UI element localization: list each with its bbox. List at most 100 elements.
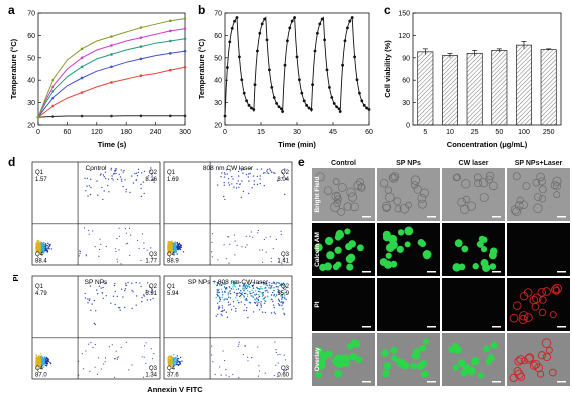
event-dot — [49, 362, 52, 365]
event-dot — [40, 355, 43, 357]
event-dot — [252, 175, 255, 177]
event-dot — [102, 174, 105, 176]
dead-cell — [552, 286, 561, 295]
event-dot — [92, 346, 94, 349]
event-dot — [244, 298, 246, 301]
event-dot — [253, 298, 256, 300]
event-dot — [146, 299, 149, 301]
event-dot — [252, 282, 254, 284]
live-cell — [390, 346, 398, 354]
event-dot — [246, 295, 249, 298]
event-dot — [167, 251, 169, 253]
cell-outline — [516, 196, 524, 204]
panel-letter-e: e — [298, 155, 305, 169]
microscopy-image — [377, 333, 440, 386]
live-cell — [422, 338, 430, 345]
live-cell — [391, 355, 398, 362]
data-point — [139, 26, 143, 29]
event-dot — [241, 246, 243, 248]
event-dot — [170, 361, 172, 363]
quadrant-label-q2: Q2 — [149, 170, 158, 176]
event-dot — [264, 287, 267, 289]
cell-outline — [536, 172, 545, 182]
image-background — [442, 168, 505, 221]
event-dot — [275, 351, 277, 354]
event-dot — [243, 296, 245, 298]
event-dot — [277, 303, 280, 305]
data-point — [337, 107, 341, 111]
event-dot — [171, 357, 173, 359]
event-dot — [280, 233, 282, 235]
event-dot — [116, 358, 118, 360]
event-dot — [169, 357, 171, 359]
event-dot — [171, 244, 173, 247]
cell-outline — [390, 171, 400, 181]
live-cell — [458, 263, 466, 271]
event-dot — [89, 169, 92, 172]
event-dot — [35, 361, 38, 363]
event-dot — [110, 167, 113, 170]
event-dot — [254, 294, 256, 296]
scale-bar — [492, 381, 501, 383]
cell-outline — [538, 195, 547, 203]
event-dot — [232, 281, 234, 283]
cell-outline — [330, 202, 340, 212]
event-dot — [99, 238, 101, 240]
microscopy-image — [312, 333, 375, 386]
quadrant-value-q2: 8.26 — [145, 177, 157, 183]
event-dot — [135, 295, 138, 297]
event-dot — [115, 172, 117, 175]
event-dot — [99, 248, 101, 251]
event-dot — [41, 241, 43, 244]
dead-cell — [545, 346, 553, 354]
event-dot — [236, 244, 238, 246]
event-dot — [84, 177, 86, 179]
event-dot — [169, 363, 171, 365]
cell-outline — [539, 185, 547, 194]
live-cell — [383, 260, 393, 269]
live-cell — [344, 228, 351, 235]
quadrant-label-q3: Q3 — [149, 366, 158, 372]
event-dot — [245, 173, 248, 176]
bar — [516, 44, 532, 126]
event-dot — [244, 286, 246, 288]
quadrant-value-q2: 55.9 — [277, 291, 289, 297]
event-dot — [262, 282, 264, 284]
event-dot — [256, 175, 258, 178]
event-dot — [256, 168, 258, 170]
event-dot — [252, 236, 254, 238]
bar — [466, 52, 483, 126]
event-dot — [41, 362, 43, 364]
data-point — [183, 27, 187, 30]
event-dot — [262, 294, 264, 296]
cell-outline — [512, 172, 521, 181]
cell-outline — [420, 188, 429, 198]
data-point — [169, 68, 172, 72]
event-dot — [278, 292, 280, 294]
event-dot — [230, 288, 233, 290]
event-dot — [140, 183, 142, 186]
event-dot — [225, 287, 228, 289]
live-cell — [476, 240, 484, 248]
quadrant-value-q1: 1.57 — [35, 177, 47, 183]
cell-outline — [453, 173, 461, 181]
event-dot — [238, 295, 241, 298]
panel-letter-c: c — [384, 3, 391, 17]
event-dot — [82, 368, 85, 370]
scale-bar — [557, 271, 566, 273]
x-tick-label: 45 — [329, 129, 337, 136]
event-dot — [230, 309, 233, 311]
event-dot — [124, 288, 127, 290]
event-dot — [85, 255, 87, 257]
event-dot — [46, 250, 48, 252]
event-dot — [48, 243, 50, 246]
dead-cell — [549, 368, 557, 377]
live-cell — [335, 230, 345, 239]
data-point — [335, 105, 338, 109]
event-dot — [123, 169, 125, 172]
event-dot — [169, 243, 171, 245]
live-cell — [350, 339, 358, 346]
data-point — [295, 55, 299, 59]
event-dot — [131, 307, 133, 310]
y-tick-label: 40 — [27, 78, 35, 85]
